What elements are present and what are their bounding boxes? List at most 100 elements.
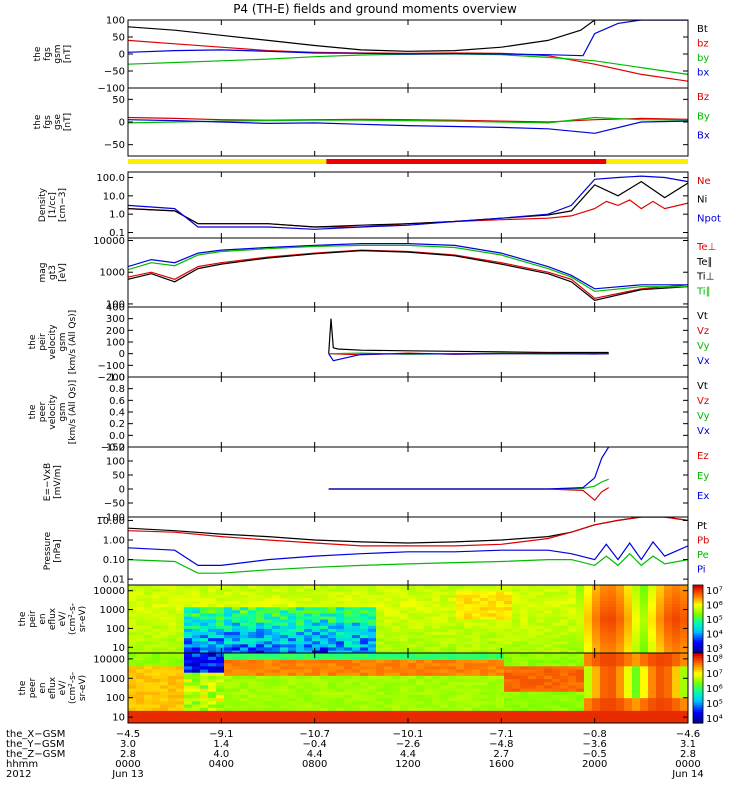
heatmap-cell (216, 684, 225, 689)
heatmap-cell (264, 691, 273, 695)
heatmap-cell (488, 622, 497, 626)
heatmap-cell (328, 634, 337, 639)
heatmap-cell (448, 703, 457, 708)
heatmap-cell (656, 716, 665, 721)
heatmap-cell (592, 710, 601, 715)
heatmap-cell (432, 703, 441, 708)
heatmap-cell (352, 684, 361, 689)
heatmap-cell (160, 634, 169, 639)
heatmap-cell (128, 609, 137, 614)
heatmap-cell (488, 665, 497, 670)
heatmap-cell (216, 672, 225, 676)
heatmap-cell (448, 588, 457, 592)
heatmap-cell (472, 700, 481, 705)
heatmap-cell (224, 585, 233, 589)
heatmap-cell (184, 631, 193, 636)
heatmap-cell (520, 707, 529, 711)
heatmap-cell (656, 615, 665, 620)
heatmap-cell (496, 716, 505, 721)
heatmap-cell (352, 643, 361, 648)
heatmap-cell (464, 634, 473, 639)
heatmap-cell (424, 643, 433, 648)
heatmap-cell (304, 591, 313, 595)
heatmap-cell (640, 672, 649, 676)
heatmap-cell (216, 594, 225, 598)
heatmap-cell (440, 656, 449, 660)
heatmap-cell (320, 606, 329, 611)
heatmap-cell (272, 659, 281, 664)
heatmap-cell (608, 603, 617, 608)
heatmap-cell (648, 691, 657, 695)
heatmap-cell (480, 662, 489, 667)
heatmap-cell (312, 656, 321, 660)
series-Pi (128, 540, 688, 567)
heatmap-cell (400, 665, 409, 670)
heatmap-cell (632, 678, 641, 683)
heatmap-cell (312, 719, 321, 723)
heatmap-cell (288, 716, 297, 721)
heatmap-cell (424, 681, 433, 686)
heatmap-cell (680, 625, 688, 629)
heatmap-cell (592, 697, 601, 702)
heatmap-cell (656, 594, 665, 598)
heatmap-cell (656, 691, 665, 695)
heatmap-cell (288, 707, 297, 711)
heatmap-cell (584, 672, 593, 676)
heatmap-cell (648, 631, 657, 636)
heatmap-cell (392, 591, 401, 595)
heatmap-cell (336, 707, 345, 711)
heatmap-cell (648, 588, 657, 592)
x-tick-label: 3.0 (120, 739, 136, 750)
heatmap-cell (592, 707, 601, 711)
heatmap-cell (128, 640, 137, 645)
colorbar-segment (693, 697, 703, 701)
heatmap-cell (544, 662, 553, 667)
heatmap-cell (424, 625, 433, 629)
heatmap-cell (312, 646, 321, 651)
heatmap-cell (632, 594, 641, 598)
heatmap-cell (168, 684, 177, 689)
heatmap-cell (624, 609, 633, 614)
heatmap-cell (664, 713, 673, 718)
heatmap-cell (240, 622, 249, 626)
heatmap-cell (552, 653, 561, 657)
heatmap-cell (608, 668, 617, 673)
y-tick-label: 0.1 (109, 228, 125, 239)
heatmap-cell (240, 710, 249, 715)
heatmap-cell (192, 675, 201, 680)
heatmap-cell (136, 703, 145, 708)
heatmap-cell (496, 653, 505, 657)
heatmap-cell (648, 615, 657, 620)
heatmap-cell (504, 668, 513, 673)
heatmap-cell (160, 625, 169, 629)
heatmap-cell (464, 649, 473, 653)
heatmap-cell (488, 716, 497, 721)
heatmap-cell (304, 697, 313, 702)
heatmap-cell (144, 656, 153, 660)
heatmap-cell (592, 606, 601, 611)
heatmap-cell (256, 609, 265, 614)
heatmap-cell (680, 615, 688, 620)
heatmap-cell (248, 700, 257, 705)
heatmap-cell (672, 637, 681, 642)
heatmap-cell (144, 637, 153, 642)
heatmap-cell (456, 675, 465, 680)
heatmap-cell (344, 681, 353, 686)
heatmap-cell (560, 659, 569, 664)
colorbar-segment (693, 655, 703, 659)
heatmap-cell (264, 646, 273, 651)
heatmap-cell (440, 634, 449, 639)
heatmap-cell (520, 703, 529, 708)
heatmap-cell (408, 681, 417, 686)
heatmap-cell (344, 646, 353, 651)
heatmap-cell (576, 678, 585, 683)
heatmap-cell (416, 653, 425, 657)
heatmap-cell (176, 637, 185, 642)
heatmap-cell (304, 646, 313, 651)
heatmap-cell (328, 710, 337, 715)
heatmap-cell (152, 600, 161, 605)
heatmap-cell (288, 646, 297, 651)
heatmap-cell (640, 609, 649, 614)
heatmap-cell (416, 619, 425, 623)
